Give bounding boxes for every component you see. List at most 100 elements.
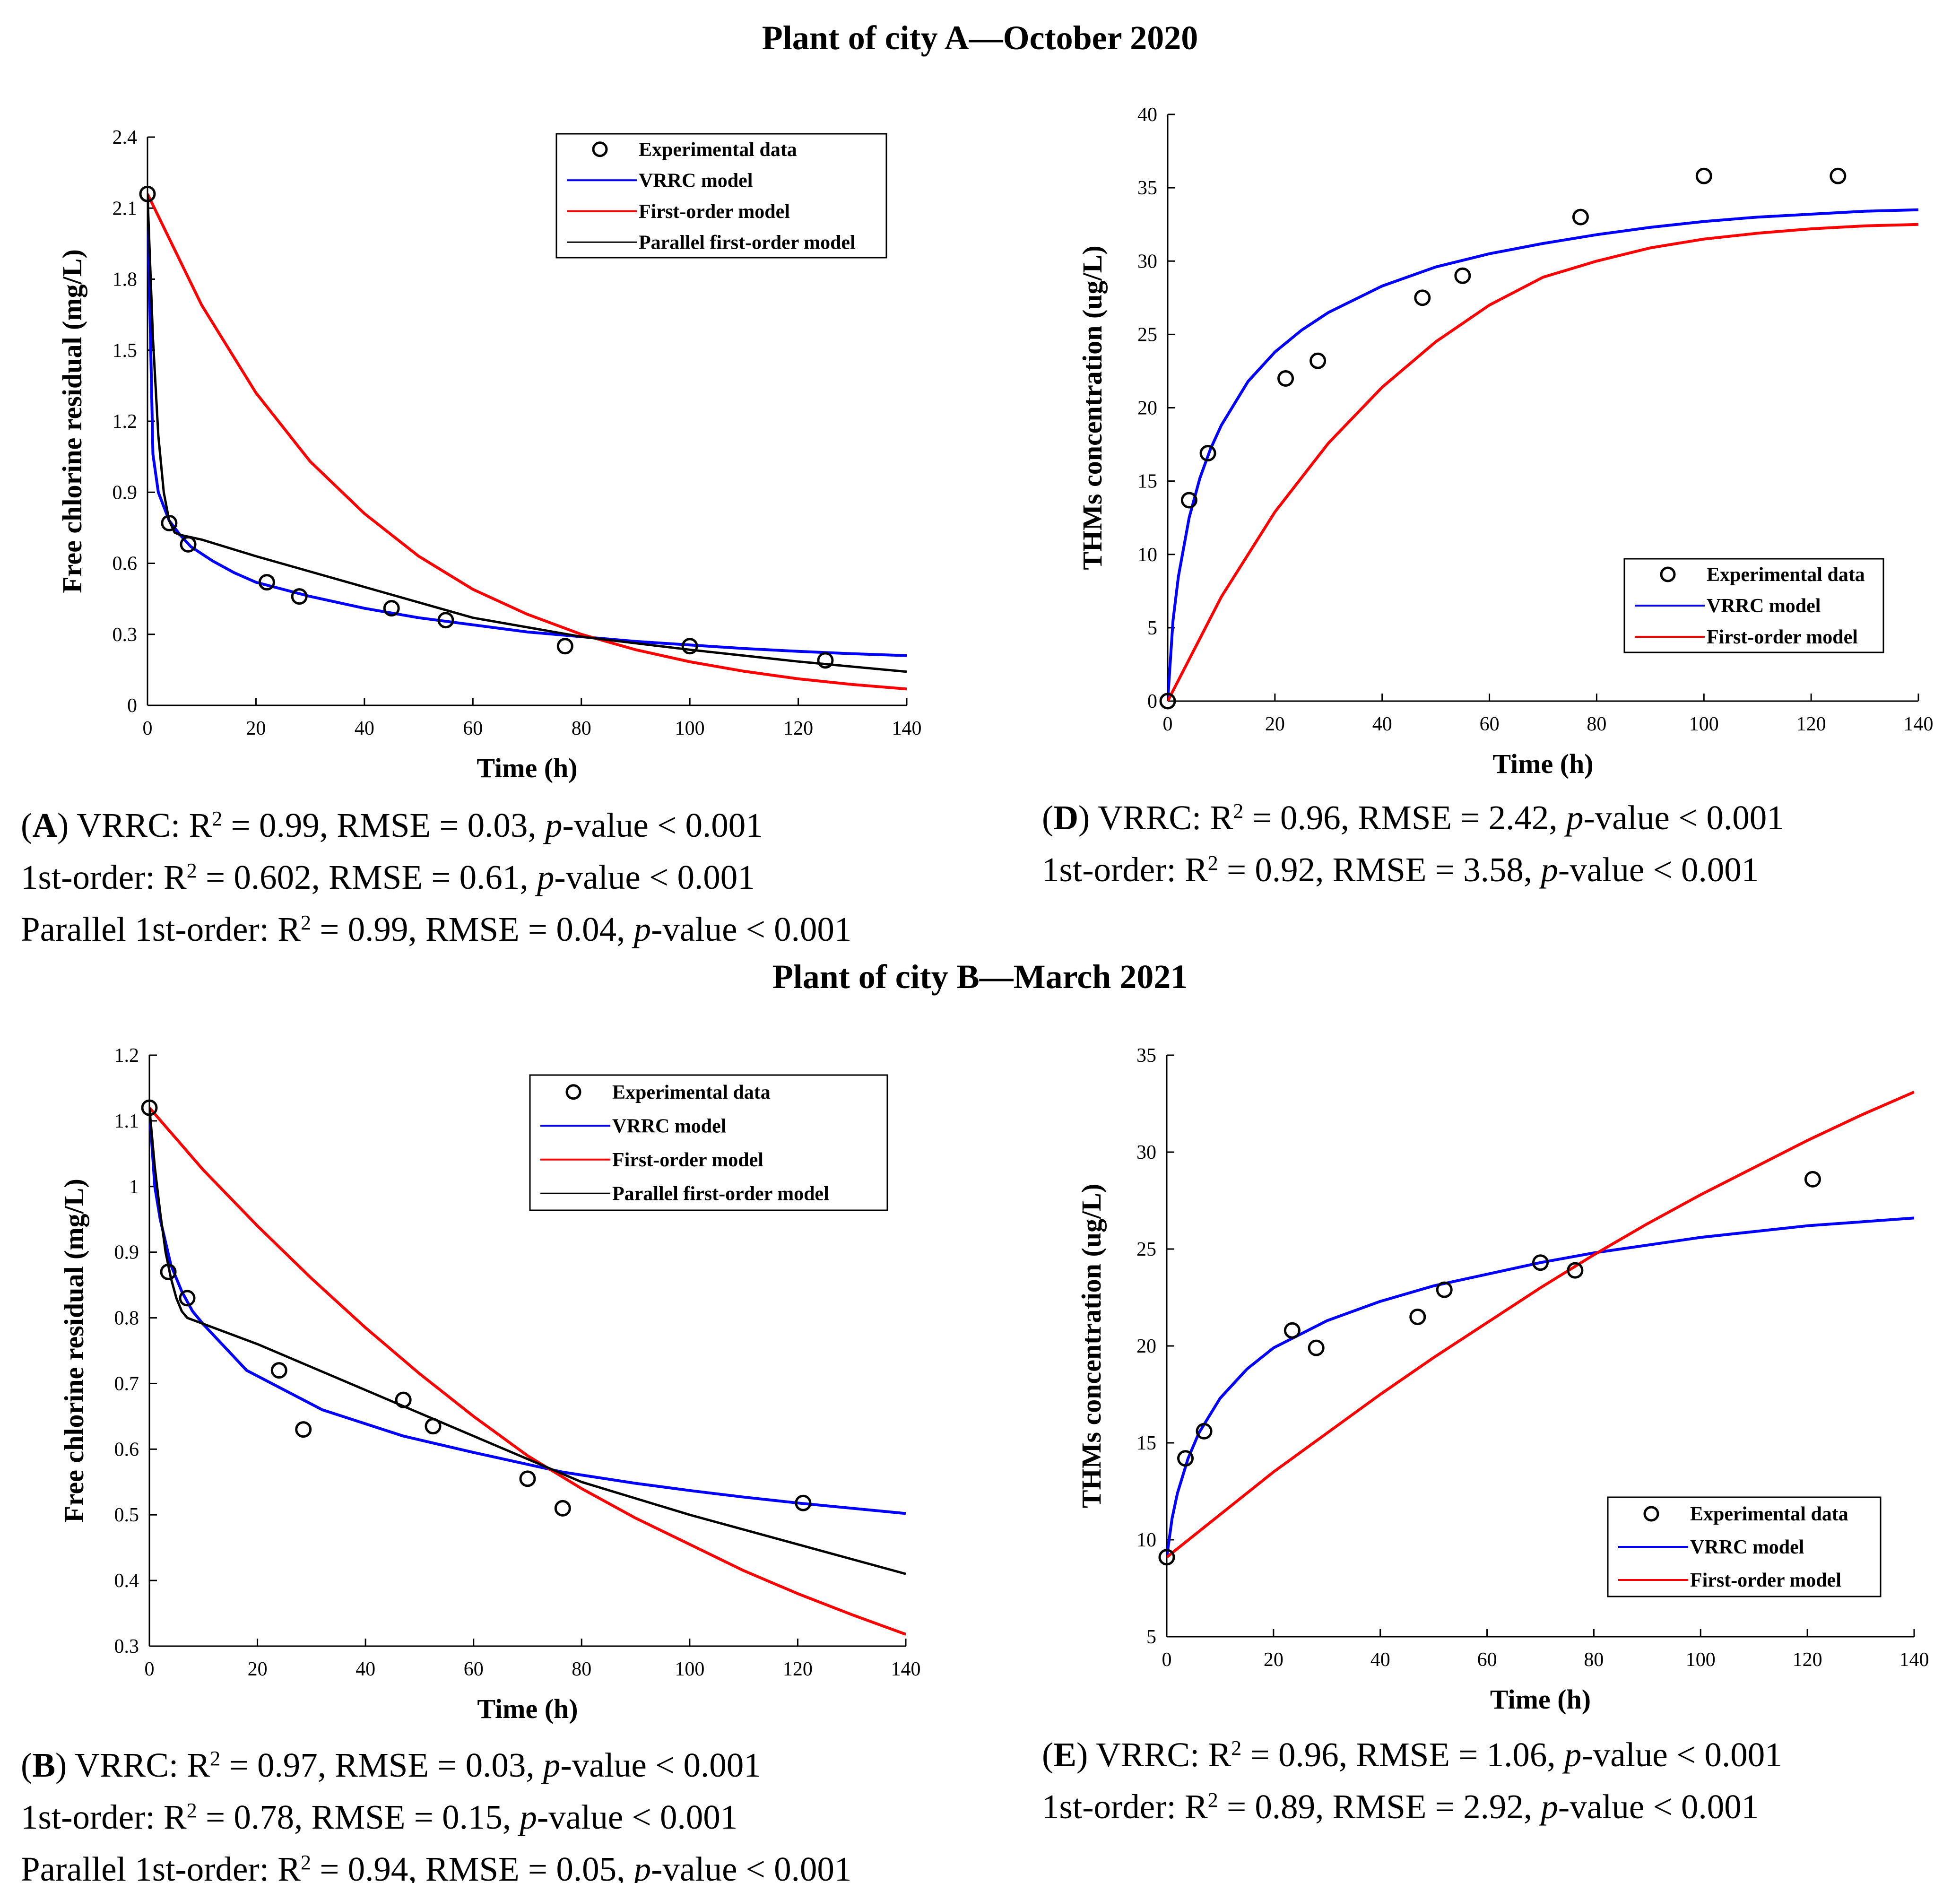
y-tick-label: 25 xyxy=(1137,324,1157,346)
legend-entry: First-order model xyxy=(612,1149,763,1171)
x-tick-label: 0 xyxy=(143,718,153,739)
x-tick-label: 120 xyxy=(1796,713,1826,735)
x-tick-label: 80 xyxy=(572,718,591,739)
x-axis-label: Time (h) xyxy=(477,1693,578,1724)
y-tick-label: 5 xyxy=(1147,617,1157,639)
series-line-first-order-model xyxy=(1167,1091,1914,1559)
data-point xyxy=(180,536,197,553)
x-tick-label: 140 xyxy=(892,718,922,739)
y-tick-label: 1.8 xyxy=(113,269,138,291)
y-tick-label: 0.3 xyxy=(113,624,138,646)
data-point xyxy=(1830,167,1847,184)
y-tick-label: 20 xyxy=(1137,398,1157,419)
legend-entry: First-order model xyxy=(639,201,790,223)
x-tick-label: 60 xyxy=(1480,713,1500,735)
y-tick-label: 15 xyxy=(1137,471,1157,493)
data-point xyxy=(1159,693,1176,710)
chart-D: 0 20 40 60 80 100 120 140 0 5 10 15 20 25 30 35 40 Time (… xyxy=(1077,104,1934,779)
x-tick-label: 80 xyxy=(1587,713,1606,735)
data-point xyxy=(161,514,178,531)
y-tick-label: 1.2 xyxy=(114,1045,139,1067)
data-point xyxy=(556,638,573,655)
legend-entry: VRRC model xyxy=(639,170,753,191)
y-tick-label: 0.5 xyxy=(114,1504,139,1526)
data-point xyxy=(1177,1450,1194,1467)
x-tick-label: 140 xyxy=(1899,1649,1929,1671)
x-tick-label: 100 xyxy=(675,718,705,739)
y-tick-label: 30 xyxy=(1136,1142,1156,1163)
legend-box xyxy=(555,133,887,259)
y-axis-label: THMs concentration (ug/L) xyxy=(1076,1184,1107,1508)
y-tick-label: 0.8 xyxy=(114,1308,139,1329)
legend-entry: VRRC model xyxy=(1690,1536,1804,1558)
data-point xyxy=(1158,1549,1175,1566)
legend-marker-icon xyxy=(1660,566,1676,582)
legend-entry: VRRC model xyxy=(612,1115,726,1137)
data-point xyxy=(1532,1254,1549,1271)
caption-D-line-2: 1st-order: R2 = 0.92, RMSE = 3.58, p-val… xyxy=(1042,850,1759,889)
data-point xyxy=(139,185,156,202)
captions-layer: (A) VRRC: R2 = 0.99, RMSE = 0.03, p-valu… xyxy=(21,798,1784,1883)
data-point xyxy=(795,1494,812,1511)
y-tick-label: 1.5 xyxy=(113,340,138,362)
legend-marker-icon xyxy=(1643,1506,1659,1522)
x-axis-label: Time (h) xyxy=(1490,1684,1591,1715)
series-line-vrrc-model xyxy=(1168,208,1918,701)
y-axis-label: THMs concentration (ug/L) xyxy=(1077,245,1108,570)
series-line-parallel-first-order-model xyxy=(147,194,907,673)
data-point xyxy=(1180,492,1197,509)
y-axis-label: Free chlorine residual (mg/L) xyxy=(59,1179,89,1523)
legend-entry: Experimental data xyxy=(1707,564,1865,586)
x-tick-label: 0 xyxy=(1162,1649,1172,1671)
y-tick-label: 35 xyxy=(1136,1045,1156,1067)
x-tick-label: 140 xyxy=(1904,713,1934,735)
series-line-first-order-model xyxy=(147,193,907,691)
y-tick-label: 30 xyxy=(1137,251,1157,272)
y-tick-label: 1.2 xyxy=(113,411,138,433)
chart-E: 0 20 40 60 80 100 120 140 5 10 15 20 25 30 35 Time (h) T… xyxy=(1076,1045,1929,1715)
data-point xyxy=(554,1500,571,1517)
x-tick-label: 40 xyxy=(355,718,374,739)
data-point xyxy=(1199,445,1216,462)
data-point xyxy=(1436,1281,1453,1298)
y-tick-label: 25 xyxy=(1136,1239,1156,1260)
y-tick-label: 2.4 xyxy=(113,127,138,148)
y-tick-label: 5 xyxy=(1146,1626,1156,1648)
data-point xyxy=(1567,1262,1584,1279)
y-tick-label: 0.6 xyxy=(113,553,138,575)
x-tick-label: 100 xyxy=(675,1658,704,1680)
y-tick-label: 0 xyxy=(127,695,137,717)
x-axis-label: Time (h) xyxy=(477,753,577,783)
data-point xyxy=(681,638,698,655)
section-title-top: Plant of city A—October 2020 xyxy=(762,19,1198,57)
y-axis-label: Free chlorine residual (mg/L) xyxy=(57,249,87,593)
y-tick-label: 0.3 xyxy=(114,1636,139,1657)
data-point xyxy=(1409,1309,1426,1325)
y-tick-label: 40 xyxy=(1137,104,1157,126)
x-tick-label: 120 xyxy=(1793,1649,1822,1671)
legend-marker-icon xyxy=(565,1084,581,1100)
caption-E-line-2: 1st-order: R2 = 0.89, RMSE = 2.92, p-val… xyxy=(1042,1788,1759,1826)
caption-A-line-1: (A) VRRC: R2 = 0.99, RMSE = 0.03, p-valu… xyxy=(21,806,763,844)
legend-entry: First-order model xyxy=(1690,1570,1841,1591)
x-tick-label: 80 xyxy=(1584,1649,1604,1671)
y-tick-label: 15 xyxy=(1136,1432,1156,1454)
x-tick-label: 0 xyxy=(145,1658,155,1680)
data-point xyxy=(1310,352,1327,369)
caption-A-line-2: 1st-order: R2 = 0.602, RMSE = 0.61, p-va… xyxy=(21,858,755,896)
data-point xyxy=(395,1391,412,1408)
legend: Experimental data VRRC model First-order m… xyxy=(529,1074,888,1211)
data-point xyxy=(179,1290,196,1307)
data-point xyxy=(519,1470,536,1487)
x-tick-label: 40 xyxy=(1372,713,1392,735)
x-tick-label: 40 xyxy=(1370,1649,1390,1671)
series-line-parallel-first-order-model xyxy=(149,1107,906,1575)
legend-entry: VRRC model xyxy=(1707,595,1821,617)
data-point xyxy=(270,1362,287,1379)
y-tick-label: 1.1 xyxy=(114,1111,139,1132)
data-point xyxy=(383,600,400,617)
legend-entry: Experimental data xyxy=(1690,1503,1848,1525)
series-line-first-order-model xyxy=(149,1107,906,1636)
section-title-bottom: Plant of city B—March 2021 xyxy=(772,958,1188,996)
